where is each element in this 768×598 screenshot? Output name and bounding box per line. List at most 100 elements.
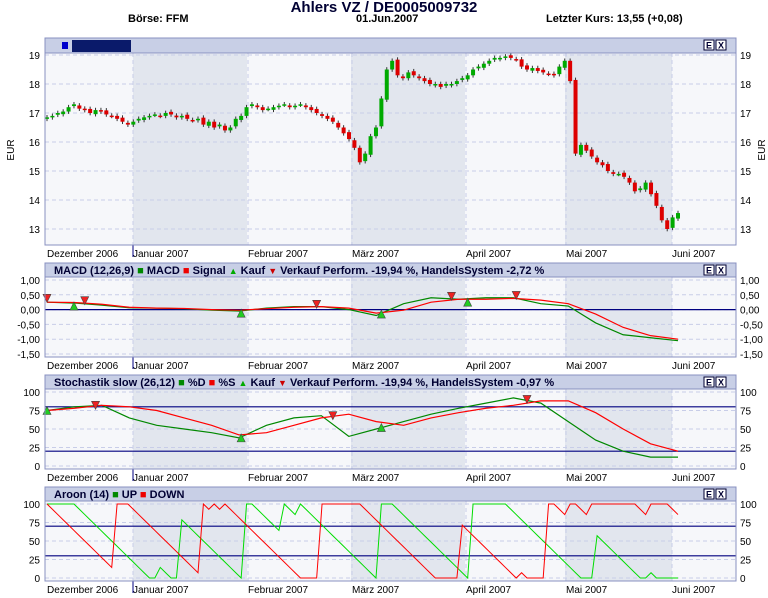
legend-swatch-icon: ■	[183, 265, 190, 277]
candle-body	[233, 118, 238, 127]
candle-body	[487, 60, 492, 64]
x-tick-label: Februar 2007	[248, 249, 308, 260]
candle-body	[314, 108, 319, 113]
x-tick-label: März 2007	[352, 473, 400, 484]
candle-body	[185, 114, 190, 119]
candle-body	[109, 115, 114, 118]
x-tick-label: März 2007	[352, 249, 400, 260]
candle-body	[93, 110, 98, 115]
candle-body	[136, 118, 141, 121]
candle-body	[293, 105, 298, 108]
candle-body	[271, 107, 276, 110]
candle-body	[627, 177, 632, 183]
candle-body	[120, 117, 125, 122]
close-button[interactable]	[715, 376, 727, 388]
y-tick-label-left: 16	[29, 138, 41, 149]
candle-body	[519, 59, 524, 67]
y-tick-label-right: 0	[740, 462, 746, 473]
candle-body	[217, 124, 222, 127]
x-tick-label: April 2007	[466, 473, 511, 484]
legend-label: Kauf	[247, 377, 275, 389]
y-tick-label-left: 25	[29, 556, 41, 567]
legend-swatch-icon: ■	[137, 265, 144, 277]
sell-signal-marker	[312, 299, 322, 309]
expand-button[interactable]	[703, 376, 715, 388]
candle-body	[158, 115, 163, 118]
candle-body	[379, 98, 384, 127]
x-tick-label: Januar 2007	[133, 361, 189, 372]
sell-signal-marker	[447, 291, 456, 301]
sell-triangle-icon: ▼	[268, 266, 277, 276]
y-tick-label-right: 0,50	[740, 291, 760, 302]
candle-body	[147, 115, 152, 118]
expand-button[interactable]	[703, 488, 715, 500]
y-tick-label-right: 15	[740, 167, 752, 178]
candle-body	[88, 108, 93, 113]
candle-body	[611, 172, 616, 174]
candle-body	[244, 107, 249, 116]
x-tick-label: Juni 2007	[672, 249, 716, 260]
buy-signal-marker	[463, 297, 473, 307]
candle-body	[125, 122, 130, 125]
candle-body	[600, 162, 605, 166]
candle-body	[390, 60, 395, 70]
candle-body	[546, 73, 551, 76]
candle-body	[514, 59, 519, 61]
legend-label: UP	[119, 489, 137, 501]
x-tick-label: März 2007	[352, 361, 400, 372]
last-price-label: Letzter Kurs: 13,55 (+0,08)	[546, 13, 683, 25]
candle-body	[481, 63, 486, 68]
close-button[interactable]	[715, 39, 727, 51]
x-tick-label: Juni 2007	[672, 473, 716, 484]
candle-body	[417, 76, 422, 79]
plot-border	[44, 500, 737, 582]
candle-body	[665, 220, 670, 229]
y-tick-label-left: 50	[29, 425, 41, 436]
close-button[interactable]	[715, 488, 727, 500]
buy-signal-marker	[69, 301, 79, 311]
candle-body	[616, 173, 621, 176]
candle-body	[142, 117, 147, 120]
series-color-icon	[62, 42, 68, 49]
candle-body	[206, 121, 211, 126]
expand-button[interactable]	[703, 39, 715, 51]
y-axis-label-left: EUR	[6, 139, 17, 160]
sell-signal-marker	[511, 291, 521, 301]
candle-body	[287, 105, 292, 108]
candle-body	[562, 60, 567, 68]
candle-body	[55, 113, 60, 115]
y-tick-label-right: 18	[740, 80, 752, 91]
candle-body	[368, 136, 373, 155]
candle-body	[104, 110, 109, 115]
candle-body	[239, 115, 244, 120]
x-tick-label: Januar 2007	[133, 585, 189, 596]
candle-body	[303, 105, 308, 108]
y-tick-label-right: 19	[740, 51, 752, 62]
candle-body	[77, 105, 82, 109]
sell-signal-marker	[328, 411, 338, 421]
candle-body	[454, 81, 459, 84]
x-tick-label: April 2007	[466, 585, 511, 596]
y-tick-label-left: 13	[29, 225, 41, 236]
legend-swatch-icon: ■	[112, 489, 119, 501]
close-button[interactable]	[715, 264, 727, 276]
candle-body	[201, 117, 206, 125]
candle-body	[384, 69, 389, 100]
candle-body	[595, 157, 600, 163]
candle-body	[551, 73, 556, 76]
candle-body	[503, 56, 508, 58]
y-tick-label-left: 15	[29, 167, 41, 178]
series-line-pctd	[46, 397, 678, 458]
candle-body	[282, 104, 287, 106]
x-tick-label: Dezember 2006	[47, 473, 119, 484]
month-band	[351, 54, 465, 245]
panel-title: Stochastik slow (26,12)	[54, 377, 175, 389]
candle-body	[632, 182, 637, 192]
expand-button[interactable]	[703, 264, 715, 276]
y-tick-label-left: 17	[29, 109, 41, 120]
candle-body	[427, 79, 432, 84]
plot-border	[44, 52, 737, 246]
candle-body	[325, 115, 330, 119]
expand-button-label: E	[706, 41, 712, 51]
candle-body	[169, 111, 174, 115]
